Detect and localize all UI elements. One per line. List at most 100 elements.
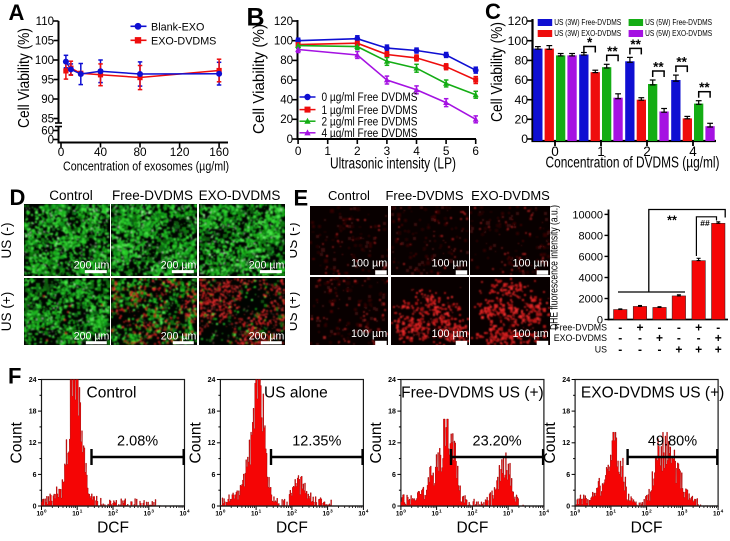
svg-text:**: ** bbox=[676, 55, 687, 70]
svg-text:0: 0 bbox=[551, 144, 559, 159]
svg-text:100 µm: 100 µm bbox=[431, 327, 467, 339]
svg-text:2: 2 bbox=[475, 509, 478, 514]
svg-text:49.80%: 49.80% bbox=[648, 434, 697, 450]
svg-text:Cell Viability (%): Cell Viability (%) bbox=[251, 24, 268, 134]
svg-text:4: 4 bbox=[721, 509, 724, 514]
svg-text:6: 6 bbox=[211, 472, 215, 479]
svg-text:4: 4 bbox=[546, 509, 549, 514]
svg-text:DCF: DCF bbox=[276, 520, 308, 537]
svg-text:Count: Count bbox=[187, 421, 204, 463]
svg-text:Free-DVDMS: Free-DVDMS bbox=[112, 188, 193, 203]
svg-text:DCF: DCF bbox=[456, 520, 488, 537]
svg-text:2: 2 bbox=[643, 144, 651, 159]
svg-text:6: 6 bbox=[33, 472, 37, 479]
svg-text:DCF: DCF bbox=[631, 520, 663, 537]
svg-text:12: 12 bbox=[208, 440, 216, 447]
svg-text:40: 40 bbox=[280, 95, 293, 107]
svg-text:0: 0 bbox=[223, 509, 226, 514]
svg-text:+: + bbox=[656, 331, 663, 345]
svg-text:200 µm: 200 µm bbox=[73, 259, 109, 271]
svg-text:-: - bbox=[618, 331, 622, 345]
svg-text:Control: Control bbox=[328, 188, 370, 203]
svg-text:3: 3 bbox=[151, 509, 154, 514]
svg-text:*: * bbox=[587, 35, 593, 50]
svg-text:DHE fluorescence intensity (a.: DHE fluorescence intensity (a.u.) bbox=[549, 205, 561, 330]
svg-text:4: 4 bbox=[187, 509, 190, 514]
svg-text:24: 24 bbox=[208, 377, 216, 384]
svg-text:**: ** bbox=[630, 37, 641, 52]
svg-text:Count: Count bbox=[368, 421, 385, 463]
svg-text:0: 0 bbox=[44, 509, 47, 514]
svg-text:0: 0 bbox=[521, 132, 528, 146]
svg-text:10: 10 bbox=[287, 511, 295, 518]
svg-text:1: 1 bbox=[439, 509, 442, 514]
svg-text:EXO-DVDMS: EXO-DVDMS bbox=[199, 188, 281, 203]
svg-text:10: 10 bbox=[432, 511, 440, 518]
svg-text:**: ** bbox=[653, 60, 664, 75]
svg-text:Cell Viability (%): Cell Viability (%) bbox=[16, 28, 33, 128]
svg-text:10: 10 bbox=[108, 511, 116, 518]
svg-text:**: ** bbox=[667, 214, 677, 228]
svg-text:C: C bbox=[485, 0, 501, 24]
svg-text:10: 10 bbox=[358, 511, 366, 518]
svg-text:200 µm: 200 µm bbox=[73, 330, 109, 342]
svg-text:1: 1 bbox=[80, 509, 83, 514]
svg-text:100: 100 bbox=[274, 36, 293, 48]
svg-text:0: 0 bbox=[403, 509, 406, 514]
svg-text:80: 80 bbox=[514, 54, 528, 68]
svg-text:**: ** bbox=[699, 80, 710, 95]
svg-text:100: 100 bbox=[508, 34, 529, 48]
svg-text:2.08%: 2.08% bbox=[117, 434, 158, 450]
svg-text:10: 10 bbox=[642, 511, 650, 518]
svg-text:10: 10 bbox=[713, 511, 721, 518]
svg-text:1: 1 bbox=[613, 509, 616, 514]
svg-text:5: 5 bbox=[443, 144, 450, 158]
svg-text:##: ## bbox=[700, 218, 710, 228]
svg-text:+: + bbox=[715, 343, 722, 357]
svg-text:-: - bbox=[677, 331, 681, 345]
svg-text:2000: 2000 bbox=[579, 294, 603, 306]
svg-text:-: - bbox=[658, 343, 662, 357]
svg-text:2: 2 bbox=[294, 509, 297, 514]
svg-text:100: 100 bbox=[35, 55, 54, 67]
svg-text:6: 6 bbox=[392, 472, 396, 479]
svg-text:US (5W) Free-DVDMS: US (5W) Free-DVDMS bbox=[645, 17, 712, 27]
svg-text:Cell Viability (%): Cell Viability (%) bbox=[489, 22, 506, 122]
svg-text:Control: Control bbox=[87, 385, 137, 402]
svg-text:10: 10 bbox=[72, 511, 80, 518]
svg-text:Blank-EXO: Blank-EXO bbox=[151, 21, 204, 33]
svg-text:+: + bbox=[675, 343, 682, 357]
svg-text:10: 10 bbox=[179, 511, 187, 518]
svg-text:Count: Count bbox=[542, 421, 559, 463]
svg-text:10000: 10000 bbox=[572, 209, 603, 221]
svg-text:18: 18 bbox=[388, 409, 396, 416]
svg-text:EXO-DVDMS: EXO-DVDMS bbox=[151, 35, 216, 47]
svg-text:18: 18 bbox=[208, 409, 216, 416]
svg-text:6: 6 bbox=[472, 144, 479, 158]
svg-text:10: 10 bbox=[144, 511, 152, 518]
svg-text:100 µm: 100 µm bbox=[431, 257, 467, 269]
svg-text:40: 40 bbox=[514, 93, 528, 107]
svg-text:EXO-DVDMS: EXO-DVDMS bbox=[554, 333, 607, 343]
svg-text:10: 10 bbox=[570, 511, 578, 518]
svg-text:40: 40 bbox=[94, 145, 108, 159]
svg-text:0: 0 bbox=[392, 504, 396, 511]
svg-text:100 µm: 100 µm bbox=[350, 257, 386, 269]
svg-text:12: 12 bbox=[562, 440, 570, 447]
svg-text:0: 0 bbox=[578, 509, 581, 514]
svg-text:10: 10 bbox=[467, 511, 475, 518]
svg-text:10: 10 bbox=[539, 511, 547, 518]
svg-text:US (+): US (+) bbox=[0, 292, 14, 331]
svg-text:90: 90 bbox=[41, 94, 54, 106]
svg-text:EXO-DVDMS: EXO-DVDMS bbox=[471, 188, 550, 203]
svg-text:1: 1 bbox=[597, 144, 605, 159]
svg-text:-: - bbox=[638, 331, 642, 345]
svg-text:3: 3 bbox=[384, 144, 391, 158]
svg-text:D: D bbox=[10, 185, 26, 210]
svg-text:6: 6 bbox=[566, 472, 570, 479]
svg-text:160: 160 bbox=[209, 145, 229, 159]
svg-text:2: 2 bbox=[649, 509, 652, 514]
svg-text:60: 60 bbox=[41, 125, 54, 137]
svg-text:Concentration of DVDMS (µg/ml): Concentration of DVDMS (µg/ml) bbox=[546, 155, 720, 172]
svg-text:US (-): US (-) bbox=[290, 223, 300, 259]
